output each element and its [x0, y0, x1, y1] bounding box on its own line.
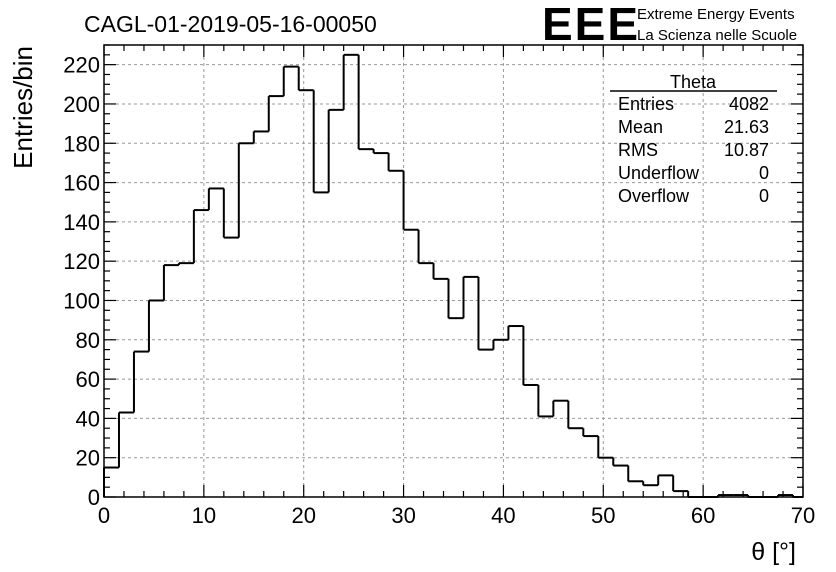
stats-box-rows: Entries 4082 Mean 21.63 RMS 10.87 Underflow 0 Ov…	[618, 94, 769, 206]
y-tick-label: 20	[76, 446, 100, 471]
stats-row-label: Underflow	[618, 163, 700, 183]
y-tick-label: 200	[63, 92, 100, 117]
stats-box: Theta Entries 4082 Mean 21.63 RMS 10.87 Underf…	[610, 72, 777, 206]
x-tick-label: 50	[591, 503, 615, 528]
x-tick-label: 0	[98, 503, 110, 528]
x-tick-label: 20	[291, 503, 315, 528]
x-tick-label: 30	[391, 503, 415, 528]
x-axis-label: θ [°]	[751, 538, 796, 566]
stats-row-value: 0	[759, 163, 769, 183]
y-tick-label: 220	[63, 53, 100, 78]
stats-box-name: Theta	[670, 72, 717, 92]
y-tick-label: 0	[88, 485, 100, 510]
stats-row-value: 10.87	[724, 140, 769, 160]
stats-row-value: 21.63	[724, 117, 769, 137]
y-tick-label: 160	[63, 171, 100, 196]
stats-row-label: Mean	[618, 117, 663, 137]
y-tick-label: 100	[63, 288, 100, 313]
tick-labels: 0 10 20 30 40 50 60 70 0 20 40 60 80 100 120 140 160 180 2…	[63, 53, 815, 528]
stats-row-label: Overflow	[618, 186, 690, 206]
y-tick-label: 60	[76, 367, 100, 392]
y-tick-label: 140	[63, 210, 100, 235]
stats-row-value: 0	[759, 186, 769, 206]
y-tick-label: 180	[63, 131, 100, 156]
y-tick-label: 120	[63, 249, 100, 274]
chart-title: CAGL-01-2019-05-16-00050	[84, 11, 377, 37]
eee-logo-line2: La Scienza nelle Scuole	[637, 27, 797, 44]
x-tick-label: 40	[491, 503, 515, 528]
x-tick-label: 10	[192, 503, 216, 528]
axis-ticks	[103, 44, 804, 498]
eee-logo-mark: EEE	[542, 0, 640, 50]
stats-row-label: RMS	[618, 140, 658, 160]
eee-logo-line1: Extreme Energy Events	[637, 6, 795, 23]
y-tick-label: 80	[76, 328, 100, 353]
eee-logo: EEE Extreme Energy Events La Scienza nel…	[542, 0, 797, 50]
y-axis-label: Entries/bin	[8, 46, 38, 169]
stats-row-value: 4082	[729, 94, 769, 114]
grid-lines	[104, 45, 803, 497]
y-tick-label: 40	[76, 406, 100, 431]
histogram-bars	[103, 53, 803, 498]
x-tick-label: 70	[791, 503, 815, 528]
x-tick-label: 60	[691, 503, 715, 528]
stats-row-label: Entries	[618, 94, 674, 114]
